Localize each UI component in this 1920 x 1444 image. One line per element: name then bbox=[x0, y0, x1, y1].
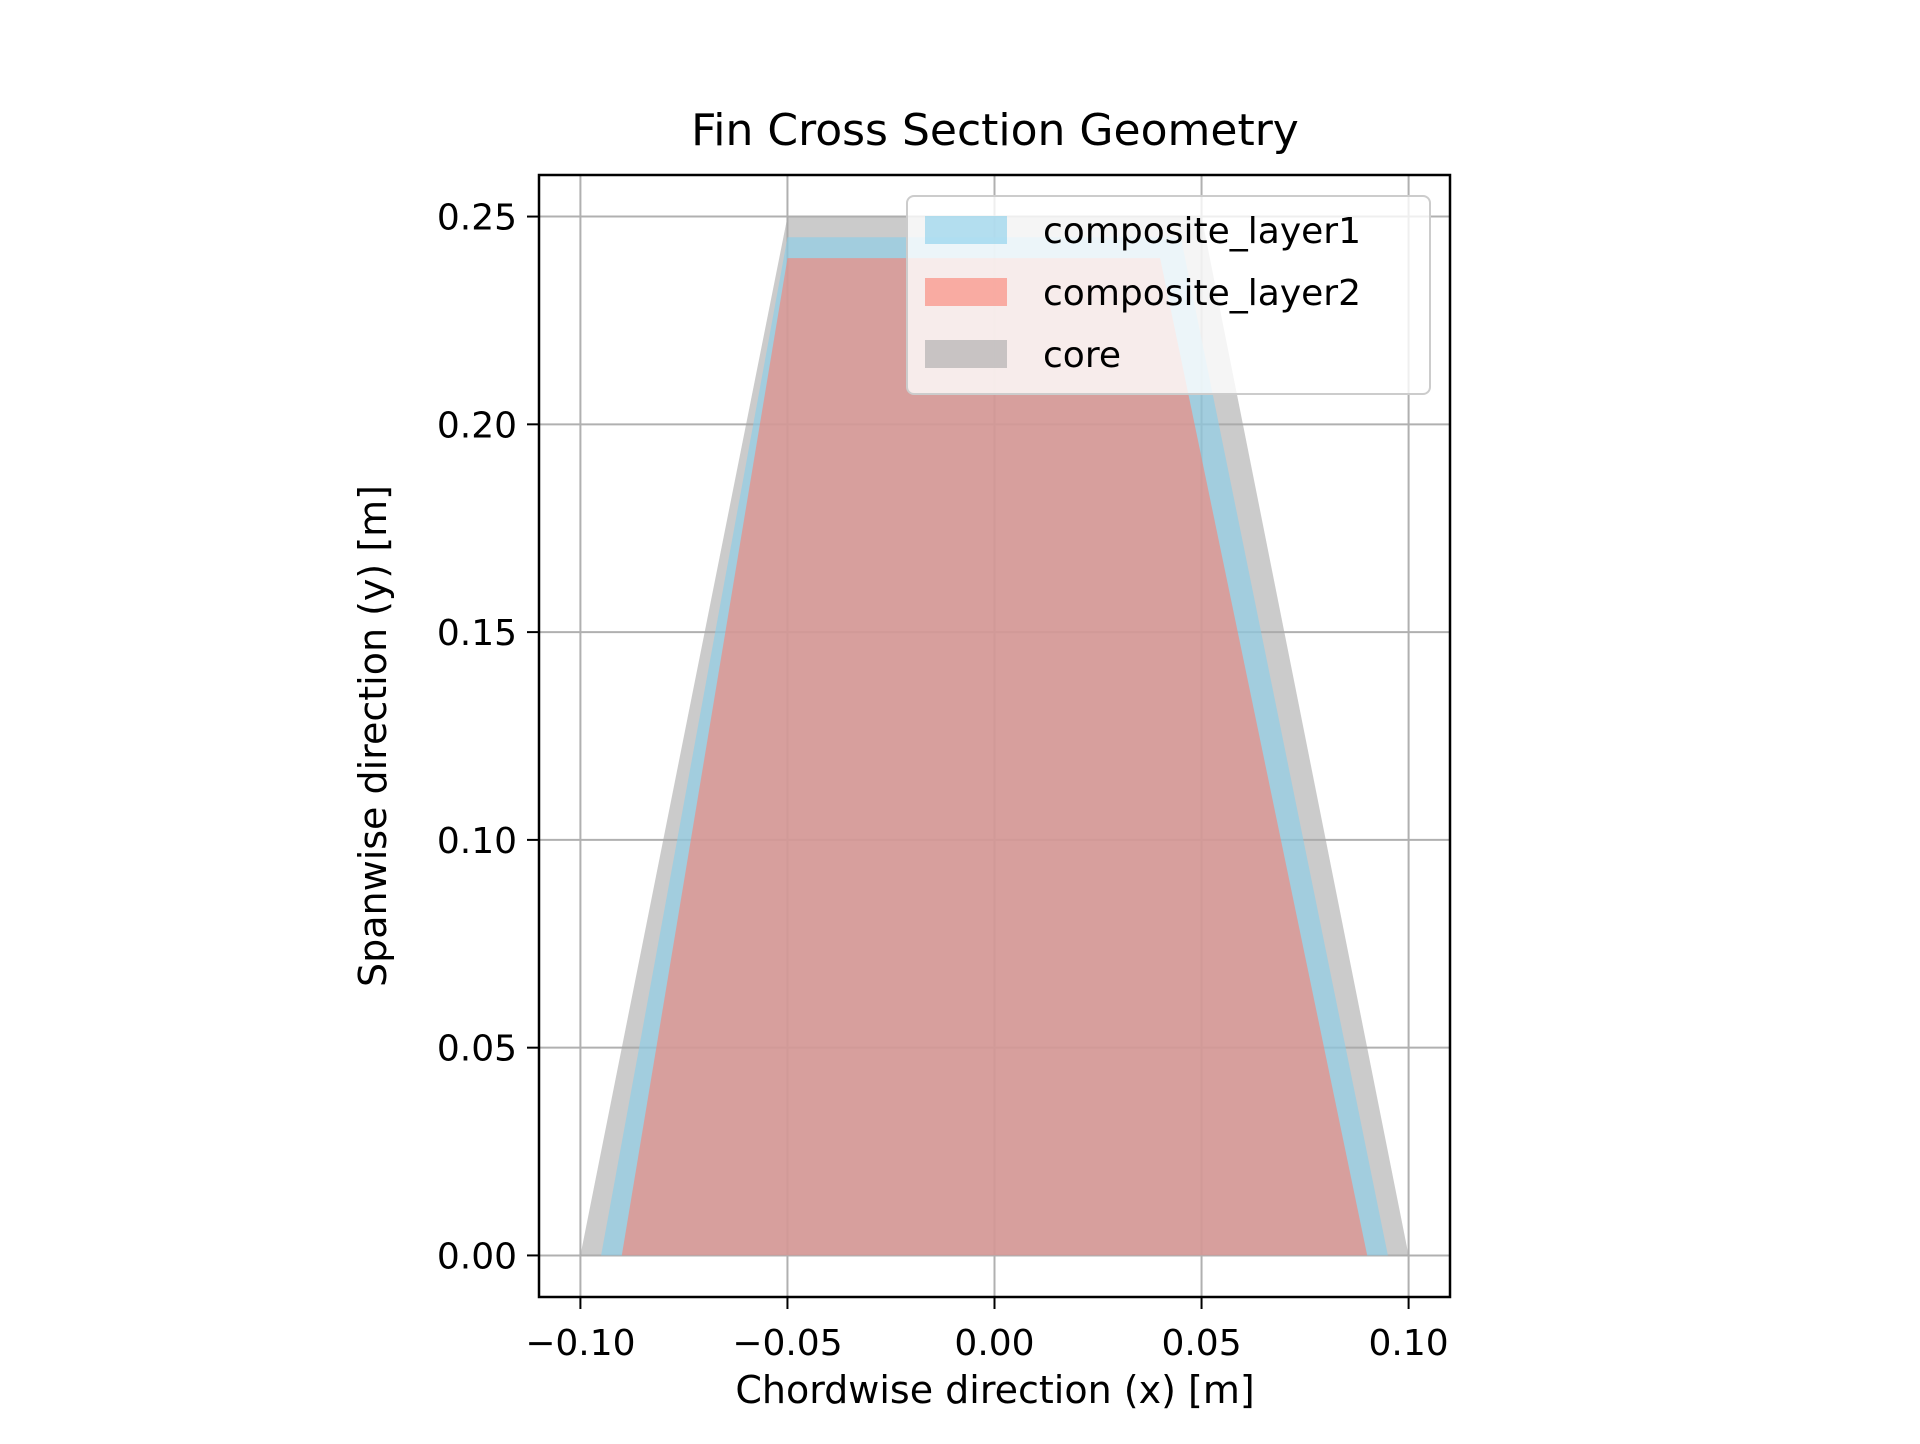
x-tick-label: −0.05 bbox=[732, 1323, 842, 1364]
series-layer bbox=[580, 216, 1409, 1256]
legend-swatch bbox=[925, 216, 1007, 244]
y-tick-label: 0.20 bbox=[437, 405, 517, 446]
y-axis-label: Spanwise direction (y) [m] bbox=[351, 485, 395, 987]
series-polygon-composite-layer2 bbox=[621, 258, 1368, 1256]
legend-box bbox=[906, 195, 1431, 395]
y-tick-label: 0.15 bbox=[437, 613, 517, 654]
legend-label: composite_layer2 bbox=[1043, 273, 1361, 314]
legend-label: core bbox=[1043, 335, 1121, 376]
y-axis: 0.00 0.05 0.10 0.15 0.20 0.25 bbox=[437, 198, 539, 1277]
x-tick-label: 0.05 bbox=[1161, 1323, 1241, 1364]
legend-swatch bbox=[925, 340, 1007, 368]
y-tick-label: 0.10 bbox=[437, 821, 517, 862]
x-axis: −0.10 −0.05 0.00 0.05 0.10 bbox=[525, 1297, 1449, 1364]
y-tick-label: 0.25 bbox=[437, 198, 517, 239]
chart-title: Fin Cross Section Geometry bbox=[691, 105, 1299, 156]
y-tick-label: 0.05 bbox=[437, 1029, 517, 1070]
x-tick-label: 0.10 bbox=[1369, 1323, 1449, 1364]
legend-swatch bbox=[925, 278, 1007, 306]
y-tick-label: 0.00 bbox=[437, 1236, 517, 1277]
x-tick-label: 0.00 bbox=[954, 1323, 1034, 1364]
x-axis-label: Chordwise direction (x) [m] bbox=[735, 1368, 1254, 1412]
legend-label: composite_layer1 bbox=[1043, 211, 1361, 252]
x-tick-label: −0.10 bbox=[525, 1323, 635, 1364]
